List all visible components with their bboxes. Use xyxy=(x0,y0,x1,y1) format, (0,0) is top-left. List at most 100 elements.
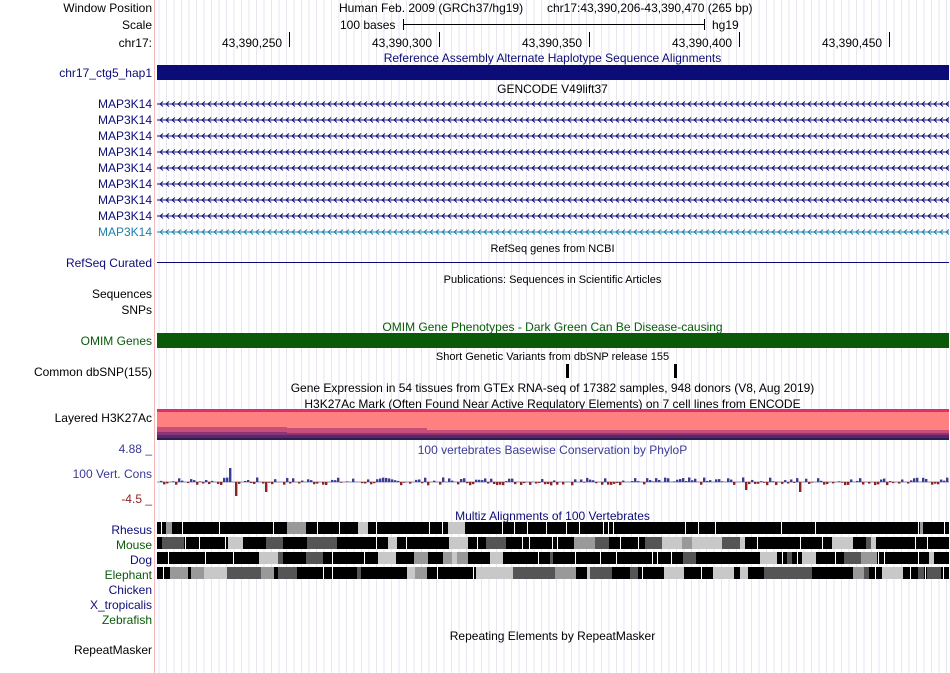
alignment-block xyxy=(641,522,658,534)
phylop-bar xyxy=(547,482,550,485)
rmsk-track-label[interactable]: RepeatMasker xyxy=(73,643,152,657)
phylop-bar xyxy=(361,482,364,484)
alignment-gap xyxy=(671,552,672,564)
gencode-gene-label[interactable]: MAP3K14 xyxy=(97,193,152,207)
alignment-gap xyxy=(884,552,885,564)
phylop-signal[interactable] xyxy=(157,460,949,508)
multiz-species-chicken[interactable]: Chicken xyxy=(108,583,152,597)
refseq-track-title[interactable]: RefSeq genes from NCBI xyxy=(490,243,615,255)
alignment-block xyxy=(503,552,526,564)
alignment-gap xyxy=(332,552,333,564)
phylop-bar xyxy=(391,479,394,482)
alt-hap-track-label[interactable]: chr17_ctg5_hap1 xyxy=(59,66,152,80)
alignment-block xyxy=(647,567,664,579)
phylop-track-label[interactable]: 100 Vert. Cons xyxy=(72,467,152,481)
publications-label-sequences[interactable]: Sequences xyxy=(91,287,152,301)
rmsk-track-title[interactable]: Repeating Elements by RepeatMasker xyxy=(449,629,656,643)
multiz-species-rhesus[interactable]: Rhesus xyxy=(111,523,152,537)
publications-track-title[interactable]: Publications: Sequences in Scientific Ar… xyxy=(443,274,662,286)
phylop-bar xyxy=(535,482,538,484)
h3k27ac-signal[interactable] xyxy=(157,409,949,440)
omim-gene-block[interactable] xyxy=(157,333,949,348)
refseq-track-label[interactable]: RefSeq Curated xyxy=(65,256,152,270)
alignment-gap xyxy=(161,522,162,534)
gtex-track-title[interactable]: Gene Expression in 54 tissues from GTEx … xyxy=(290,381,815,395)
alignment-block xyxy=(414,552,428,564)
phylop-bar xyxy=(787,482,790,484)
gencode-gene-label[interactable]: MAP3K14 xyxy=(97,161,152,175)
strand-arrows xyxy=(159,181,949,187)
phylop-track-title[interactable]: 100 vertebrates Basewise Conservation by… xyxy=(417,443,688,457)
snp-mark[interactable] xyxy=(566,364,569,378)
alignment-block xyxy=(740,537,745,549)
phylop-bar xyxy=(457,482,460,485)
alignment-block xyxy=(664,567,684,579)
phylop-bar xyxy=(706,480,709,482)
alignment-gap xyxy=(185,537,186,549)
gencode-transcripts[interactable] xyxy=(157,96,949,240)
phylop-bar xyxy=(283,482,286,485)
h3k27ac-track-label[interactable]: Layered H3K27Ac xyxy=(54,411,152,425)
omim-track-title[interactable]: OMIM Gene Phenotypes - Dark Green Can Be… xyxy=(382,320,723,334)
dbsnp-track-title[interactable]: Short Genetic Variants from dbSNP releas… xyxy=(435,351,670,363)
h3k27ac-track-title[interactable]: H3K27Ac Mark (Often Found Near Active Re… xyxy=(304,397,801,411)
phylop-bar xyxy=(289,482,292,484)
phylop-bar xyxy=(550,482,553,486)
multiz-alignment-blocks[interactable] xyxy=(157,520,949,582)
phylop-bar xyxy=(781,482,784,484)
alignment-gap xyxy=(638,537,639,549)
gencode-track-title[interactable]: GENCODE V49lift37 xyxy=(497,82,608,96)
phylop-bar xyxy=(592,480,595,482)
alignment-block xyxy=(372,552,378,564)
dbsnp-track-label[interactable]: Common dbSNP(155) xyxy=(33,365,152,379)
multiz-species-dog[interactable]: Dog xyxy=(129,553,152,567)
alt-hap-track-title[interactable]: Reference Assembly Alternate Haplotype S… xyxy=(383,51,722,65)
gencode-gene-label[interactable]: MAP3K14 xyxy=(97,97,152,111)
alignment-block xyxy=(266,537,283,549)
alignment-block xyxy=(802,552,816,564)
gencode-gene-label[interactable]: MAP3K14 xyxy=(97,145,152,159)
phylop-bar xyxy=(607,482,610,485)
phylop-bar xyxy=(376,479,379,482)
alignment-block xyxy=(884,537,906,549)
phylop-bar xyxy=(247,479,250,482)
alignment-block xyxy=(834,567,853,579)
alignment-block xyxy=(438,522,441,534)
multiz-track-title[interactable]: Multiz Alignments of 100 Vertebrates xyxy=(455,509,650,523)
phylop-bar xyxy=(589,479,592,482)
alignment-gap xyxy=(323,567,324,579)
phylop-bar xyxy=(934,482,937,484)
refseq-gene-line[interactable] xyxy=(157,262,949,263)
alignment-block xyxy=(803,522,806,534)
alignment-block xyxy=(628,522,641,534)
phylop-bar xyxy=(178,478,181,482)
gencode-gene-label[interactable]: MAP3K14 xyxy=(97,129,152,143)
tick-label: 43,390,350 xyxy=(522,36,583,50)
omim-track-label[interactable]: OMIM Genes xyxy=(80,334,152,348)
alignment-block xyxy=(245,552,259,564)
phylop-bar xyxy=(715,479,718,482)
publications-label-snps[interactable]: SNPs xyxy=(121,303,152,317)
gencode-gene-label[interactable]: MAP3K14 xyxy=(97,225,152,239)
multiz-species-xtropicalis[interactable]: X_tropicalis xyxy=(89,598,152,612)
snp-mark[interactable] xyxy=(674,364,677,378)
phylop-bar xyxy=(481,480,484,482)
gencode-gene-label[interactable]: MAP3K14 xyxy=(97,209,152,223)
gencode-gene-label[interactable]: MAP3K14 xyxy=(97,177,152,191)
alt-hap-alignment-block[interactable] xyxy=(157,65,949,80)
multiz-species-elephant[interactable]: Elephant xyxy=(104,568,152,582)
phylop-bar xyxy=(541,479,544,482)
alignment-gap xyxy=(233,552,234,564)
alignment-block xyxy=(228,537,243,549)
phylop-bar xyxy=(310,480,313,482)
phylop-bar xyxy=(610,482,613,485)
gencode-gene-label[interactable]: MAP3K14 xyxy=(97,113,152,127)
phylop-bar xyxy=(250,482,253,484)
alignment-block xyxy=(553,552,566,564)
multiz-species-zebrafish[interactable]: Zebrafish xyxy=(101,613,152,627)
phylop-bar xyxy=(676,479,679,482)
multiz-species-mouse[interactable]: Mouse xyxy=(115,538,152,552)
phylop-bar xyxy=(733,482,736,485)
alignment-block xyxy=(626,552,640,564)
